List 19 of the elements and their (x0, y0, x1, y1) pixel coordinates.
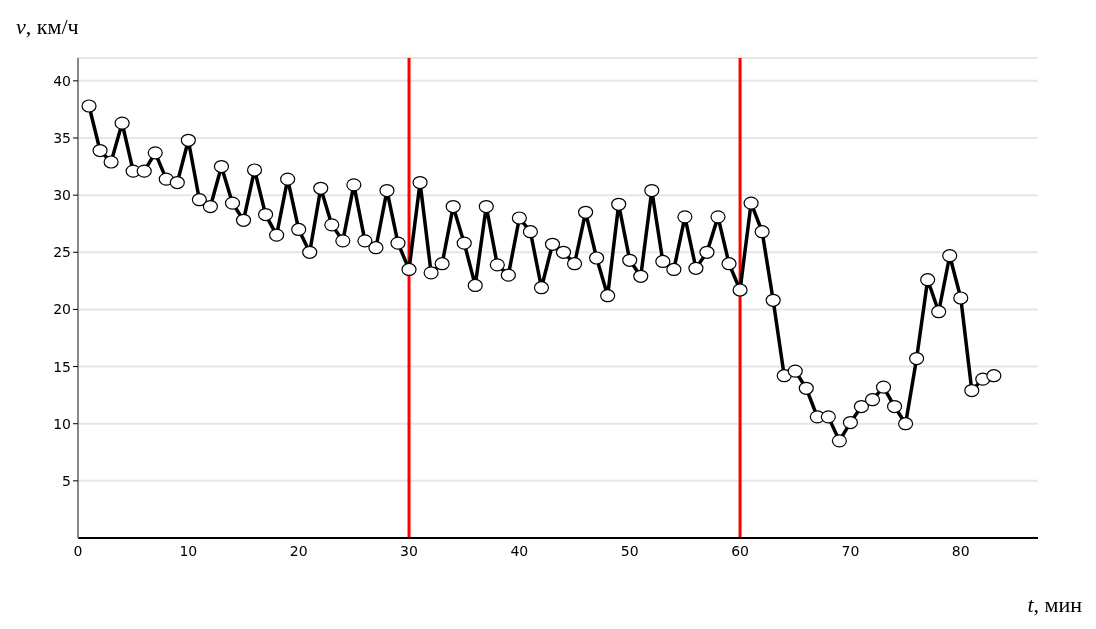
x-tick-label: 50 (620, 542, 639, 559)
x-axis-title: t, мин (1027, 592, 1082, 618)
x-tick-label: 0 (73, 542, 83, 559)
x-tick-label: 20 (289, 542, 308, 559)
x-tick-label: 80 (951, 542, 970, 559)
x-tick-label: 40 (510, 542, 529, 559)
x-tick-label: 70 (841, 542, 860, 559)
y-tick-label: 5 (62, 472, 71, 489)
y-tick-label: 25 (53, 244, 71, 261)
y-tick-label: 15 (53, 358, 71, 375)
x-tick-label: 10 (179, 542, 198, 559)
y-axis-title: v, км/ч (16, 14, 79, 40)
y-tick-label: 35 (53, 129, 71, 146)
y-tick-label: 20 (53, 301, 71, 318)
y-tick-label: 40 (53, 72, 71, 89)
y-tick-label: 10 (53, 415, 71, 432)
x-tick-label: 30 (400, 542, 418, 559)
y-tick-label: 30 (53, 187, 71, 204)
x-tick-label: 60 (731, 542, 749, 559)
